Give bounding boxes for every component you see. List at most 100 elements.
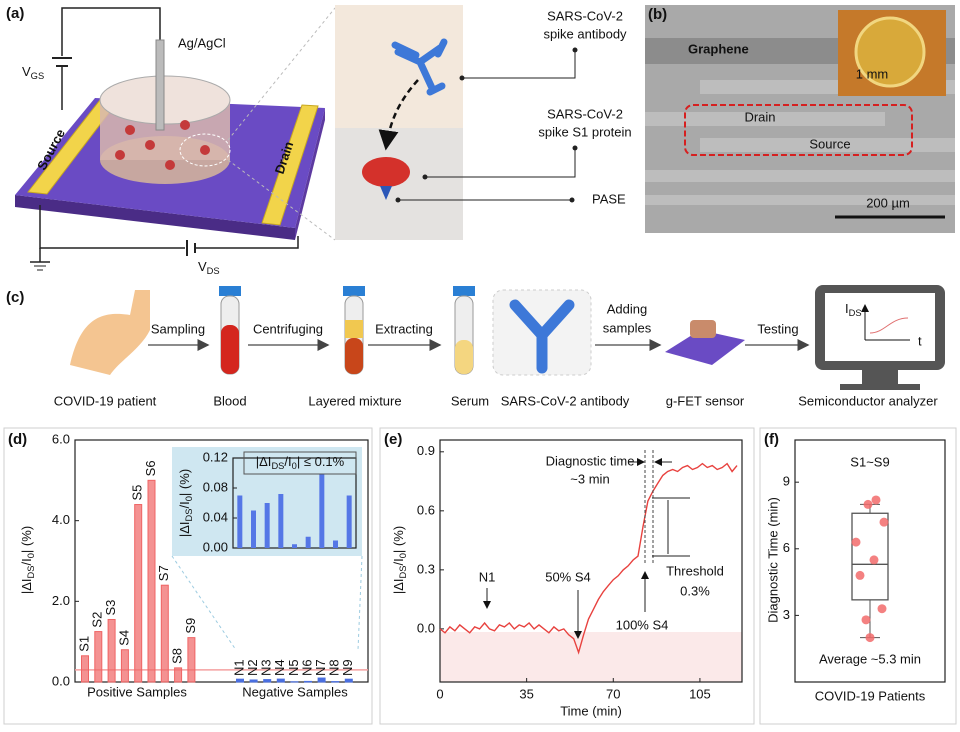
box [851, 512, 889, 601]
y-tick-label: 0.9 [417, 443, 435, 458]
monitor-x-label: t [918, 333, 922, 348]
y-axis-label-part: |ΔI [391, 578, 406, 594]
bar [304, 680, 312, 683]
scale-bar-label: 200 µm [866, 195, 910, 210]
y-tick-label: 4.0 [52, 512, 70, 527]
bar [263, 679, 272, 683]
bar [81, 655, 89, 683]
panel-label: (e) [384, 431, 402, 448]
data-point [861, 615, 871, 625]
monitor-y-label-part: I [845, 301, 849, 316]
category-label: N7 [313, 659, 328, 676]
device-illustration [15, 7, 336, 271]
x-axis-label: COVID-19 Patients [815, 688, 926, 703]
y-tick-label: 0.0 [417, 620, 435, 635]
y-axis-label-part: |ΔI [177, 521, 192, 537]
bar [278, 494, 284, 548]
data-point [863, 499, 873, 509]
inset-title-part: |ΔI [256, 454, 272, 469]
axis-frame [74, 439, 369, 683]
annotation: 100% S4 [616, 617, 669, 632]
y-tick-label: 0.3 [417, 561, 435, 576]
annotation: 50% S4 [545, 569, 591, 584]
micrograph [645, 5, 955, 233]
binding-inset [335, 5, 578, 240]
bar [251, 510, 256, 548]
bar [249, 679, 258, 683]
y-axis-label-part: | (%) [391, 526, 406, 553]
action-label: Extracting [375, 321, 433, 336]
category-label: N8 [327, 659, 342, 676]
action-label: Sampling [151, 321, 205, 336]
bar [292, 544, 297, 548]
background-band [440, 632, 742, 682]
data-point [871, 495, 881, 505]
data-line [439, 462, 738, 655]
y-axis-label: Diagnostic Time (min) [765, 497, 780, 623]
y-axis-label-part: /I [391, 558, 406, 565]
category-label: N1 [231, 659, 246, 676]
group-label: Negative Samples [242, 684, 348, 699]
data-point [855, 570, 865, 580]
y-axis-label-part: DS [26, 565, 36, 578]
panel-borders [3, 427, 957, 725]
linker-label: PASE [592, 191, 626, 206]
title-box [243, 451, 357, 475]
vds-label-part: DS [207, 266, 220, 276]
category-label: S1 [76, 636, 91, 652]
y-axis-label-part: 0 [398, 553, 408, 558]
panel-label: (a) [6, 5, 24, 22]
y-axis-label: |ΔIDS/I0| (%) [391, 526, 408, 594]
bar [333, 540, 338, 548]
action-label: Adding [607, 301, 647, 316]
y-axis-label-part: | (%) [19, 526, 34, 553]
step-label: Blood [213, 393, 246, 408]
source-label: Source [809, 136, 850, 151]
annotation: 0.3% [680, 583, 710, 598]
bar [236, 678, 244, 683]
axis-frame [794, 439, 946, 683]
bar [147, 479, 156, 683]
panel-label: (c) [6, 289, 24, 306]
inset-title-part: DS [271, 461, 284, 471]
graphene-label: Graphene [688, 41, 749, 56]
monitor-y-label: IDS [845, 301, 862, 318]
annotation: Diagnostic time [546, 453, 635, 468]
step-label: Semiconductor analyzer [798, 393, 938, 408]
x-tick-label: 70 [606, 686, 620, 701]
threshold-bracket [652, 497, 690, 557]
inset-connector [171, 555, 363, 651]
y-tick-label: 2.0 [52, 593, 70, 608]
monitor-y-label-part: DS [849, 308, 862, 318]
bar [107, 618, 116, 683]
inset-title-part: | ≤ 0.1% [297, 454, 345, 469]
category-label: N4 [272, 659, 287, 676]
drain-label: Drain [744, 109, 775, 124]
data-point [851, 537, 861, 547]
category-label: S8 [170, 648, 185, 664]
step-label: Layered mixture [308, 393, 401, 408]
step-label: g-FET sensor [666, 393, 745, 408]
annotation: Threshold [666, 563, 724, 578]
annotation: N1 [479, 569, 496, 584]
bar [120, 649, 129, 683]
category-label: N6 [299, 659, 314, 676]
workflow-illustration [70, 285, 945, 390]
annotation: ~3 min [570, 471, 609, 486]
bar [305, 536, 311, 548]
category-label: S9 [183, 618, 198, 634]
bar [344, 678, 353, 683]
category-label: S2 [90, 612, 105, 628]
category-label: S5 [130, 485, 145, 501]
panel-label: (d) [8, 431, 27, 448]
category-label: N5 [286, 659, 301, 676]
category-label: S3 [103, 600, 118, 616]
action-label: Centrifuging [253, 321, 323, 336]
y-tick-label: 0.12 [203, 449, 228, 464]
action-label: samples [603, 320, 652, 335]
step-label: SARS-CoV-2 antibody [501, 393, 630, 408]
electrode-label: Ag/AgCl [178, 35, 226, 50]
bar [134, 504, 143, 683]
inset-title-part: /I [284, 454, 291, 469]
